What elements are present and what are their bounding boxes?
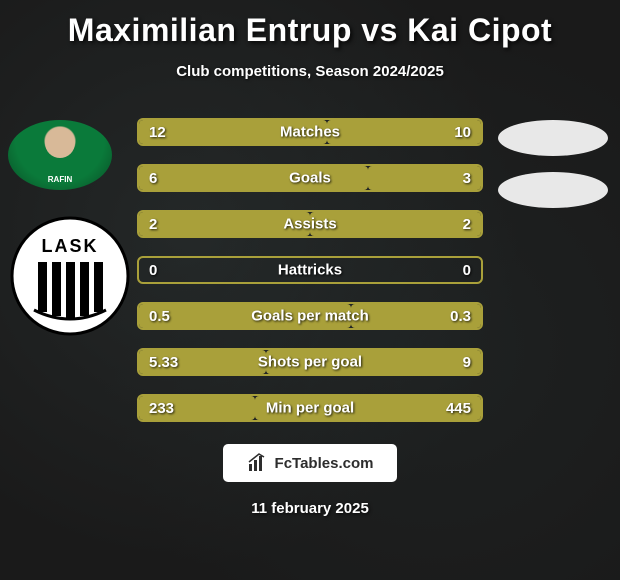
stat-fill-left — [139, 166, 368, 190]
stat-value-left: 12 — [139, 124, 176, 141]
brand-text: FcTables.com — [275, 455, 374, 472]
stat-label: Hattricks — [278, 262, 342, 279]
stat-label: Min per goal — [266, 400, 354, 417]
svg-text:LASK: LASK — [42, 236, 99, 256]
chart-icon — [247, 452, 269, 474]
stat-value-right: 10 — [444, 124, 481, 141]
stat-value-left: 2 — [139, 216, 167, 233]
stats-list: 12 Matches 10 6 Goals 3 2 Assists 2 0 Hattricks 0 0.… — [137, 118, 483, 422]
page-subtitle: Club competitions, Season 2024/2025 — [176, 63, 444, 80]
stat-value-right: 2 — [453, 216, 481, 233]
stat-label: Assists — [283, 216, 336, 233]
stat-value-right: 0 — [453, 262, 481, 279]
stat-row: 5.33 Shots per goal 9 — [137, 348, 483, 376]
stat-value-left: 0.5 — [139, 308, 180, 325]
stat-value-left: 5.33 — [139, 354, 188, 371]
stat-value-right: 9 — [453, 354, 481, 371]
stat-value-left: 233 — [139, 400, 184, 417]
stat-row: 12 Matches 10 — [137, 118, 483, 146]
stat-row: 2 Assists 2 — [137, 210, 483, 238]
stat-label: Matches — [280, 124, 340, 141]
stat-value-right: 0.3 — [440, 308, 481, 325]
stat-value-right: 3 — [453, 170, 481, 187]
stat-label: Goals — [289, 170, 331, 187]
comparison-infographic: Maximilian Entrup vs Kai Cipot Club comp… — [0, 0, 620, 580]
player-2-club-placeholder — [498, 172, 608, 208]
club-logo-lask: LASK — [10, 216, 130, 336]
stat-label: Goals per match — [251, 308, 369, 325]
lask-logo-svg: LASK — [10, 216, 130, 336]
stat-row: 6 Goals 3 — [137, 164, 483, 192]
stat-row: 233 Min per goal 445 — [137, 394, 483, 422]
player-1-photo — [8, 120, 112, 190]
stat-value-right: 445 — [436, 400, 481, 417]
stat-value-left: 0 — [139, 262, 167, 279]
brand-badge[interactable]: FcTables.com — [223, 444, 397, 482]
footer-date: 11 february 2025 — [251, 500, 369, 517]
page-title: Maximilian Entrup vs Kai Cipot — [68, 12, 552, 49]
stat-row: 0.5 Goals per match 0.3 — [137, 302, 483, 330]
stat-label: Shots per goal — [258, 354, 362, 371]
stat-row: 0 Hattricks 0 — [137, 256, 483, 284]
stat-value-left: 6 — [139, 170, 167, 187]
player-2-photo-placeholder — [498, 120, 608, 156]
